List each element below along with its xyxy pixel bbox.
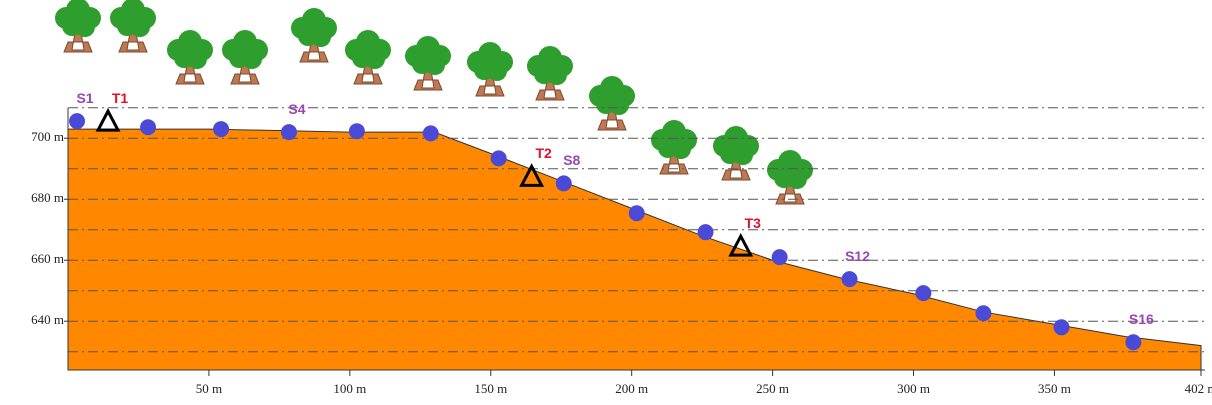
tree <box>651 120 697 174</box>
x-tick-label: 200 m <box>615 381 648 396</box>
sample-point <box>975 305 991 321</box>
sample-point <box>629 205 645 221</box>
sample-point <box>213 121 229 137</box>
sample-label: S12 <box>845 248 870 264</box>
sample-point <box>69 113 85 129</box>
tree-crown <box>187 49 207 69</box>
tree <box>110 0 156 52</box>
tree <box>527 46 573 100</box>
sample-point <box>349 123 365 139</box>
tree-crown <box>547 65 567 85</box>
tree-crown <box>487 61 507 81</box>
tree <box>467 42 513 96</box>
marker-triangle <box>98 111 118 130</box>
tree <box>713 126 759 180</box>
marker-label: T2 <box>535 145 552 161</box>
tree-crown <box>671 139 691 159</box>
sample-point <box>423 125 439 141</box>
tree <box>589 76 635 130</box>
tree-crown <box>130 17 150 37</box>
tree <box>55 0 101 52</box>
sample-point <box>842 271 858 287</box>
tree-crown <box>75 17 95 37</box>
y-tick-label: 660 m <box>31 251 64 266</box>
y-tick-label: 700 m <box>31 129 64 144</box>
sample-point <box>140 119 156 135</box>
sample-point <box>281 124 297 140</box>
tree-crown <box>242 49 262 69</box>
marker-label: T3 <box>745 215 762 231</box>
sample-point <box>556 175 572 191</box>
x-tick-label: 402 m <box>1185 381 1212 396</box>
sample-point <box>772 249 788 265</box>
chart: 640 m 660 m 680 m 700 m 50 m 100 m 150 m 200 m 2… <box>0 0 1212 405</box>
x-tick-label: 300 m <box>897 381 930 396</box>
tree-crown <box>425 55 445 75</box>
tree <box>405 36 451 90</box>
x-tick-label: 50 m <box>196 381 222 396</box>
sample-point <box>1125 334 1141 350</box>
tree-crown <box>787 169 807 189</box>
tree-crown <box>733 145 753 165</box>
tree-crown <box>609 95 629 115</box>
y-tick-label: 680 m <box>31 190 64 205</box>
x-tick-label: 250 m <box>756 381 789 396</box>
sample-point <box>1053 319 1069 335</box>
sample-point <box>915 285 931 301</box>
tree-crown <box>365 49 385 69</box>
y-tick-label: 640 m <box>31 312 64 327</box>
sample-label: S4 <box>288 101 305 117</box>
sample-label: S1 <box>76 90 93 106</box>
sample-label: S16 <box>1129 311 1154 327</box>
terrain-area <box>68 129 1201 370</box>
sample-point <box>698 224 714 240</box>
tree <box>291 8 337 62</box>
tree <box>167 30 213 84</box>
marker-label: T1 <box>112 90 129 106</box>
sample-point <box>491 150 507 166</box>
tree <box>767 150 813 204</box>
x-tick-label: 150 m <box>474 381 507 396</box>
tree <box>222 30 268 84</box>
tree-crown <box>311 27 331 47</box>
sample-label: S8 <box>563 152 580 168</box>
x-tick-label: 350 m <box>1038 381 1071 396</box>
tree <box>345 30 391 84</box>
x-tick-label: 100 m <box>333 381 366 396</box>
